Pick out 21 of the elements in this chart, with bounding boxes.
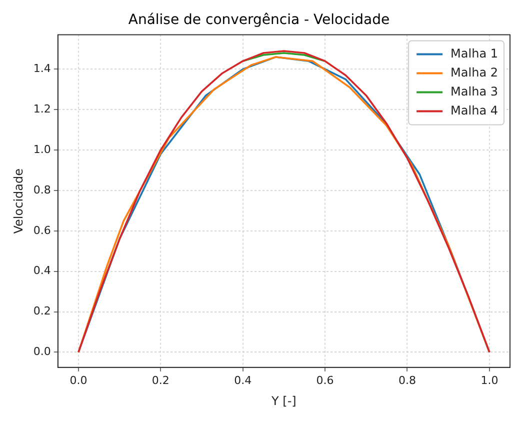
y-tick-label: 1.4 [33,62,51,76]
y-axis-title: Velocidade [11,168,26,234]
x-tick-label: 0.2 [152,374,170,387]
chart-title: Análise de convergência - Velocidade [128,12,390,28]
y-tick-label: 1.2 [33,102,51,116]
x-tick-label: 0.0 [70,374,88,387]
x-tick-label: 0.6 [316,374,334,387]
y-tick-label: 0.4 [33,264,51,278]
x-tick-label: 0.4 [234,374,252,387]
legend-label: Malha 2 [450,65,498,80]
y-tick-label: 1.0 [33,142,51,156]
y-tick-label: 0.0 [33,345,51,358]
legend-label: Malha 4 [450,103,498,118]
y-tick-label: 0.2 [33,304,51,318]
legend-label: Malha 1 [450,46,498,60]
x-axis-title: Y [-] [270,394,296,408]
y-tick-label: 0.6 [33,224,51,237]
x-tick-label: 1.0 [480,374,498,387]
y-tick-label: 0.8 [33,183,51,196]
x-tick-label: 0.8 [398,374,416,387]
legend-label: Malha 3 [450,84,498,98]
